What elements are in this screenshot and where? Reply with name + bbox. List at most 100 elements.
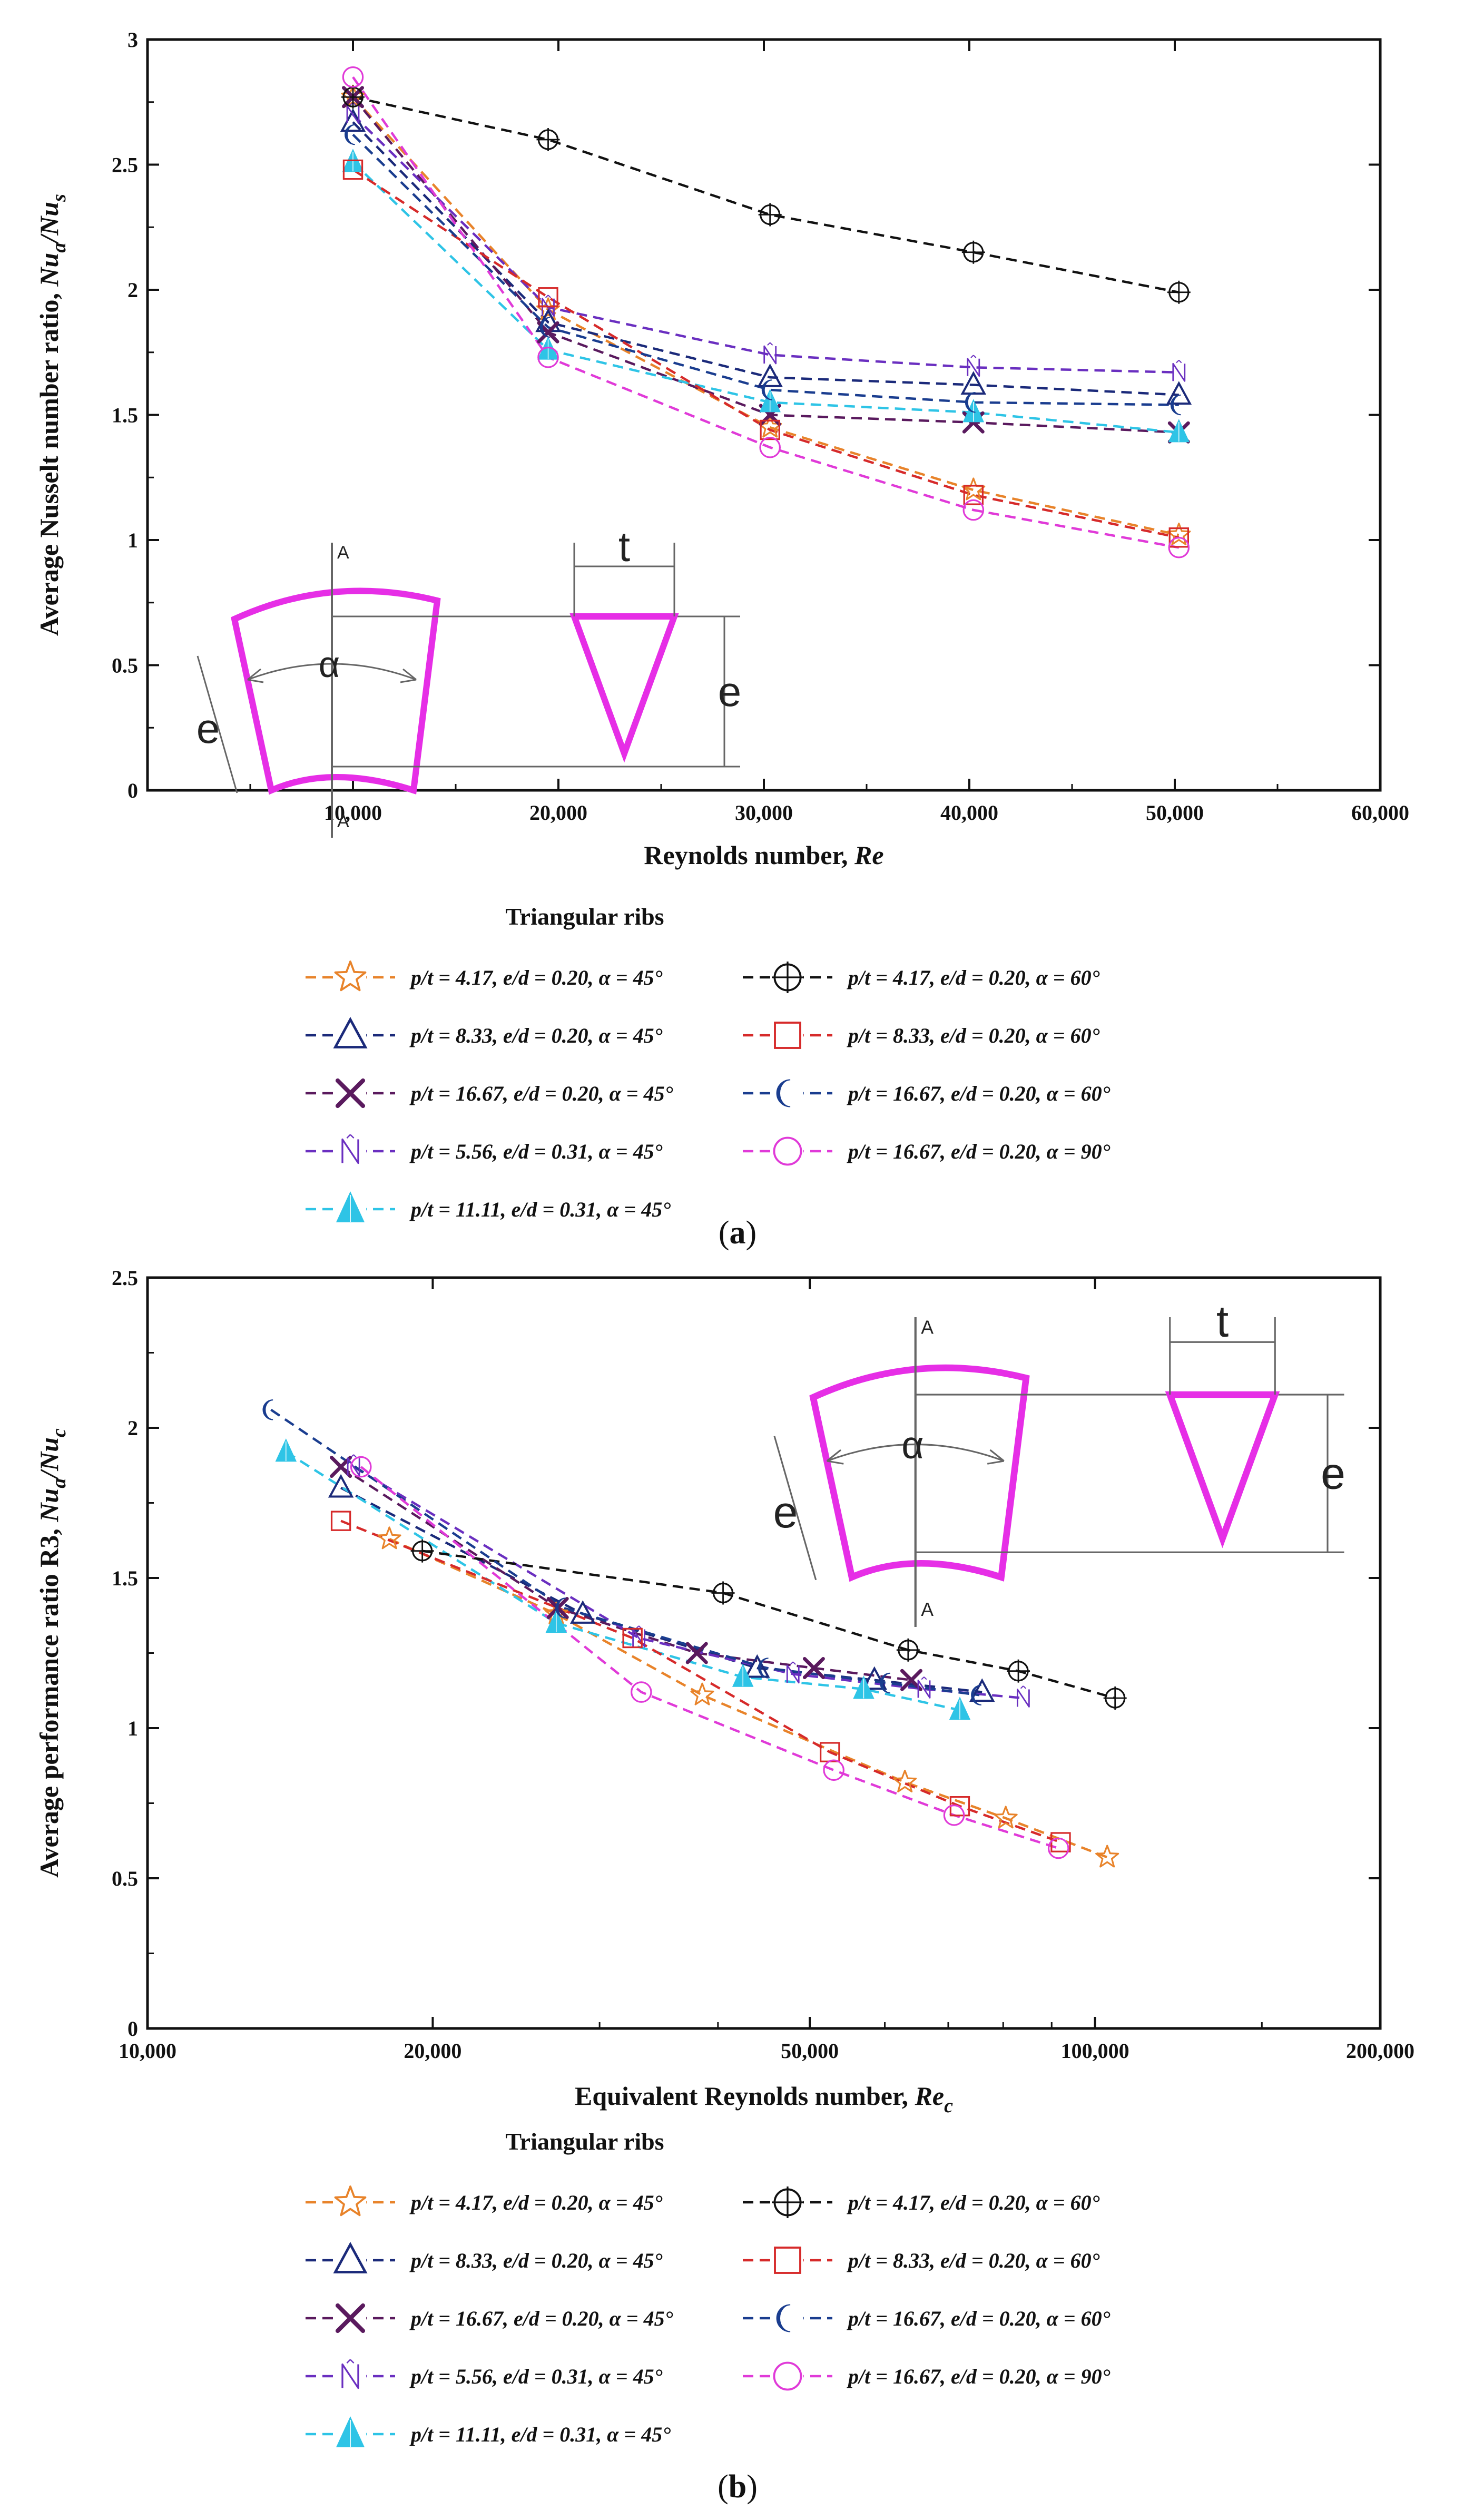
b-legend-marker-8 [773, 2361, 802, 2391]
a-point-s7-shape [1170, 394, 1181, 416]
a-point-s7 [965, 392, 976, 413]
a-ytick-label: 2.5 [112, 153, 138, 177]
a-point-s8-shape [537, 346, 559, 368]
b-legend-marker-7 [776, 2304, 791, 2332]
b-point-s3 [1016, 1685, 1030, 1708]
a-panel-label: (a) [719, 1215, 756, 1251]
a-legend-gap-6 [772, 1014, 803, 1056]
b-ytick-label: 0 [127, 2017, 138, 2041]
a-legend-marker-7-shape [776, 1079, 791, 1107]
b-point-s7 [555, 1597, 566, 1619]
a-point-s1-shape [960, 371, 987, 395]
a-series-line-0 [352, 96, 1180, 536]
b-series-line-6 [340, 1519, 1062, 1844]
a-point-s4 [759, 389, 781, 413]
a-legend-title: Triangular ribs [505, 903, 664, 930]
a-point-s5 [1167, 280, 1191, 304]
b-legend-label-3: p/t = 5.56, e/d = 0.31, α = 45° [409, 2365, 663, 2388]
b-xtick-label: 200,000 [1346, 2039, 1414, 2063]
b-legend-marker-2-stroke2 [335, 2303, 366, 2333]
b-legend-title: Triangular ribs [505, 2128, 664, 2155]
b-xlabel-part: Equivalent Reynolds number, [575, 2081, 915, 2111]
b-series-line-1 [340, 1487, 982, 1693]
a-xlabel-part: Reynolds number, [644, 840, 854, 870]
b-point-s1-shape [328, 1474, 354, 1498]
b-point-s8 [350, 1456, 372, 1478]
b-point-s1-shape [861, 1666, 888, 1690]
b-point-s1 [569, 1600, 596, 1624]
b-point-s0 [994, 1806, 1018, 1829]
b-point-s3-arrow [921, 1676, 927, 1680]
a-legend-marker-3-shape [341, 1138, 359, 1164]
a-legend-marker-2-stroke2 [335, 1078, 366, 1109]
panel-b: 0 0.5 1 1.5 2 2.5 10,000 20,000 50,000 100,000 200… [34, 1266, 1414, 2505]
b-legend-marker-5 [772, 2186, 803, 2218]
a-ylabel: Average Nusselt number ratio, Nua/Nus [34, 194, 70, 636]
a-schematic-ring [231, 587, 441, 795]
b-legend-marker-0-shape [334, 2185, 367, 2217]
b-legend-label-4: p/t = 11.11, e/d = 0.31, α = 45° [409, 2423, 671, 2446]
b-panel-label-open: ( [718, 2469, 729, 2505]
b-point-s2 [685, 1642, 708, 1664]
a-point-s6 [342, 159, 363, 180]
b-schematic-alpha-arc [827, 1444, 1005, 1462]
b-plot-frame [146, 1276, 1382, 2030]
b-schematic-e-left: e [773, 1487, 798, 1537]
b-legend-label-1: p/t = 8.33, e/d = 0.20, α = 45° [409, 2249, 663, 2272]
b-legend-gap-6 [772, 2239, 803, 2281]
b-point-s5 [1007, 1659, 1030, 1683]
a-point-s7 [539, 317, 551, 338]
b-schematic-sec-top: A [921, 1317, 934, 1338]
b-point-s5 [410, 1539, 434, 1563]
b-point-s4 [275, 1438, 297, 1462]
b-panel-label-letter: b [729, 2469, 746, 2505]
b-ylabel-part: /Nu [34, 1437, 64, 1480]
a-point-s3-shape [1172, 362, 1186, 382]
a-point-s8 [537, 346, 559, 368]
a-ytick-label: 3 [127, 28, 138, 52]
a-point-s3-shape [967, 358, 980, 377]
a-ytick-label: 0 [127, 779, 138, 802]
b-legend-marker-3-shape [341, 2363, 359, 2389]
b-xtick-label: 20,000 [404, 2039, 461, 2063]
b-point-s3 [786, 1661, 800, 1684]
a-legend-marker-6 [774, 1022, 801, 1049]
b-legend-label-7: p/t = 16.67, e/d = 0.20, α = 60° [847, 2307, 1111, 2330]
b-ylabel: Average performance ratio R3, Nua/Nuc [34, 1428, 70, 1878]
b-ytick-label: 1 [127, 1717, 138, 1740]
b-legend-label-0: p/t = 4.17, e/d = 0.20, α = 45° [409, 2191, 663, 2214]
b-point-s1 [328, 1474, 354, 1498]
b-point-s2-stroke2 [685, 1642, 708, 1664]
b-point-s4 [545, 1610, 567, 1633]
b-xlabel-part: c [944, 2095, 953, 2117]
a-point-s8-shape [962, 499, 985, 521]
a-ylabel-part: s [48, 194, 70, 202]
a-point-s8-shape [1168, 536, 1190, 558]
a-legend-marker-1-shape [333, 1016, 368, 1048]
a-point-s3-arrow [545, 295, 552, 298]
b-point-s1-shape [569, 1600, 596, 1624]
a-legend-marker-3-arrow [346, 1134, 355, 1139]
b-schematic-alpha-arrow2 [987, 1449, 1005, 1465]
b-legend-label-8: p/t = 16.67, e/d = 0.20, α = 90° [847, 2365, 1111, 2388]
b-series-line-0 [389, 1537, 1108, 1859]
a-xtick-label: 30,000 [735, 801, 793, 825]
b-ytick-label: 2 [127, 1416, 138, 1440]
b-point-s8 [631, 1681, 652, 1703]
a-point-s6 [538, 287, 558, 308]
a-point-s8 [342, 66, 364, 88]
b-point-s7-shape [971, 1684, 981, 1705]
b-legend-marker-4 [336, 2416, 365, 2447]
b-ytick-label: 2.5 [112, 1266, 138, 1290]
a-schematic-e-left: e [196, 705, 220, 752]
b-point-s8-shape [1047, 1837, 1069, 1859]
a-series-line-5 [352, 96, 1180, 294]
a-schematic-alpha-arrow2 [400, 668, 417, 683]
b-point-s0 [1095, 1845, 1119, 1868]
b-point-s6-shape [622, 1627, 643, 1649]
a-point-s3 [967, 355, 980, 377]
a-point-s7 [1170, 394, 1181, 416]
a-xlabel: Reynolds number, Re [644, 840, 883, 870]
a-legend-marker-8-shape [773, 1136, 802, 1166]
